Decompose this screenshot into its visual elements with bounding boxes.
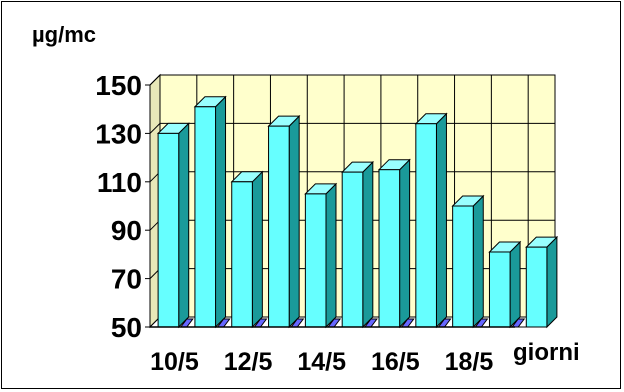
bar [341,171,364,328]
bar-side [509,240,521,329]
bar [157,132,180,328]
bar [231,181,253,328]
gridline-wall [149,123,161,134]
y-tick-label: 50 [111,312,142,343]
y-tick-label: 70 [111,264,142,295]
bar-side [215,95,227,329]
bar [415,123,437,328]
bar-side [362,160,374,329]
y-tick-label: 130 [95,118,142,149]
bar [194,106,217,328]
x-tick-label: 14/5 [297,348,346,376]
y-tick-label: 90 [111,215,142,246]
y-tick-label: 150 [95,70,142,101]
y-tick-label: 110 [97,167,142,198]
bar-side [251,170,263,329]
y-axis-title: µg/mc [32,22,96,47]
bar-side [325,182,337,329]
x-axis-title: giorni [513,339,580,366]
bar-side [546,235,558,329]
bar [304,193,327,328]
bar [378,169,401,328]
bar [268,125,290,328]
x-tick-label: 16/5 [371,348,420,376]
bar-side [472,194,484,329]
bar [525,246,548,328]
floor-marker [511,318,526,328]
x-tick-label: 12/5 [224,348,273,376]
bar-side [399,158,411,329]
x-tick-label: 10/5 [150,348,199,376]
gridline-wall [149,74,161,86]
bar-side [435,112,447,329]
bar-side [288,114,300,329]
bar [452,205,474,328]
bar [488,251,511,328]
x-tick-label: 18/5 [445,348,494,376]
bar-side [178,122,190,329]
